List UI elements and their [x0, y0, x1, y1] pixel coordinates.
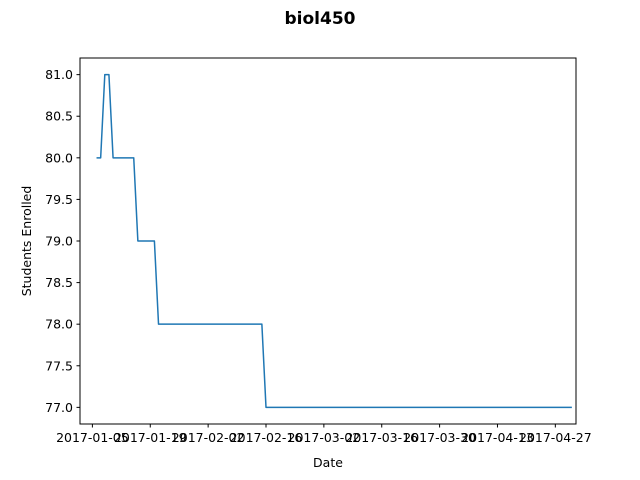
series-line-0	[96, 73, 572, 409]
x-tick-label: 2017-02-16	[230, 430, 303, 445]
chart-title: biol450	[285, 9, 356, 29]
x-tick-label: 2017-02-02	[172, 430, 245, 445]
y-tick-label: 79.0	[45, 234, 73, 249]
x-tick-label: 2017-04-27	[519, 430, 592, 445]
x-tick-label: 2017-03-16	[345, 430, 418, 445]
y-axis-label: Students Enrolled	[19, 186, 34, 297]
y-tick-label: 81.0	[45, 67, 73, 82]
y-tick-label: 80.5	[45, 109, 73, 124]
x-tick-label: 2017-01-05	[56, 430, 129, 445]
x-axis-label: Date	[313, 455, 343, 470]
y-tick-label: 80.0	[45, 150, 73, 165]
y-tick-label: 79.5	[45, 192, 73, 207]
y-tick-label: 77.0	[45, 400, 73, 415]
x-tick-label: 2017-03-30	[403, 430, 476, 445]
x-tick-label: 2017-04-13	[461, 430, 534, 445]
y-tick-label: 78.5	[45, 275, 73, 290]
plot-area	[96, 73, 572, 409]
y-tick-label: 78.0	[45, 317, 73, 332]
x-tick-label: 2017-03-02	[288, 430, 361, 445]
x-axis: 2017-01-052017-01-192017-02-022017-02-16…	[56, 424, 592, 445]
y-tick-label: 77.5	[45, 358, 73, 373]
y-axis: 77.0 77.5 78.0 78.5 79.0 79.5 80.0 80.5 81.0	[45, 67, 80, 415]
x-tick-label: 2017-01-19	[114, 430, 187, 445]
